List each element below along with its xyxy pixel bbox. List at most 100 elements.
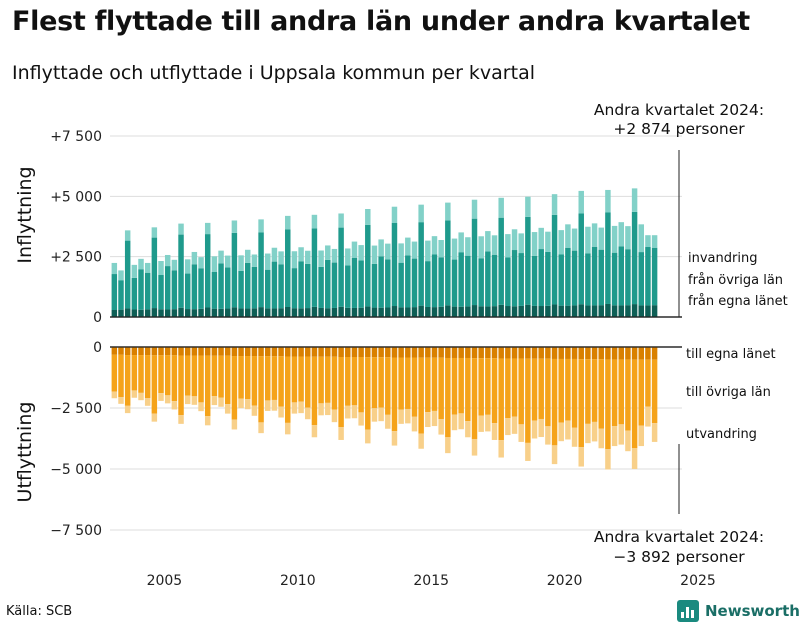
in-bar-other xyxy=(638,252,644,306)
out-bar-other xyxy=(351,357,358,406)
in-bar-local xyxy=(365,306,371,317)
in-bar-migration xyxy=(525,196,531,217)
in-bar-other xyxy=(118,280,124,310)
in-bar-local xyxy=(491,306,498,317)
in-bar-migration xyxy=(591,223,598,247)
out-bar-other xyxy=(378,357,384,408)
in-bar-migration xyxy=(538,227,544,250)
out-bar-migration xyxy=(631,448,638,469)
in-bar-migration xyxy=(571,228,578,251)
in-bar-local xyxy=(511,306,518,317)
in-bar-local xyxy=(505,306,511,317)
in-bar-other xyxy=(138,269,144,310)
out-bar-local xyxy=(345,347,351,357)
brand-logo[interactable]: Newsworthy xyxy=(677,598,800,624)
out-bar-migration xyxy=(224,404,231,414)
in-bar-local xyxy=(551,304,558,317)
out-bar-other xyxy=(111,354,118,392)
in-bar-migration xyxy=(331,248,338,263)
out-bar-other xyxy=(531,358,538,421)
in-bar-local xyxy=(345,307,351,317)
in-bar-other xyxy=(258,232,264,308)
in-bar-migration xyxy=(558,230,564,255)
out-bar-other xyxy=(605,359,611,450)
out-bar-other xyxy=(458,357,464,414)
out-bar-migration xyxy=(385,414,391,429)
out-bar-migration xyxy=(331,409,338,423)
in-bar-other xyxy=(605,212,611,304)
in-bar-other xyxy=(211,271,218,309)
in-bar-local xyxy=(478,306,484,317)
in-bar-migration xyxy=(191,251,198,265)
in-bar-migration xyxy=(305,250,311,264)
in-bar-migration xyxy=(445,202,451,221)
in-bar-other xyxy=(478,258,484,307)
out-bar-migration xyxy=(298,401,304,414)
out-bar-migration xyxy=(311,425,318,438)
in-bar-local xyxy=(438,306,444,317)
out-bar-migration xyxy=(391,431,398,446)
in-bar-local xyxy=(171,309,178,317)
out-bar-migration xyxy=(231,419,238,430)
in-bar-local xyxy=(605,303,611,317)
in-bar-local xyxy=(358,307,364,317)
in-bar-local xyxy=(405,307,411,317)
out-bar-local xyxy=(531,347,538,359)
out-bar-migration xyxy=(365,429,371,444)
in-bar-other xyxy=(585,253,591,306)
out-bar-migration xyxy=(531,420,538,439)
out-bar-local xyxy=(651,347,658,360)
out-bar-local xyxy=(331,347,338,357)
out-bar-migration xyxy=(191,396,198,405)
in-bar-other xyxy=(618,246,624,306)
out-bar-other xyxy=(445,357,451,438)
in-bar-local xyxy=(585,305,591,317)
in-bar-local xyxy=(285,306,291,317)
in-bar-local xyxy=(385,307,391,317)
top-y-tick-label: +7 500 xyxy=(50,129,102,145)
in-bar-local xyxy=(611,305,618,317)
out-bar-migration xyxy=(285,422,291,435)
in-bar-other xyxy=(418,222,424,306)
in-bar-local xyxy=(645,305,651,317)
x-tick-label: 2025 xyxy=(680,573,716,589)
in-bar-local xyxy=(338,306,344,317)
in-bar-migration xyxy=(545,231,551,252)
in-bar-local xyxy=(318,307,324,317)
out-bar-local xyxy=(204,347,211,356)
in-bar-local xyxy=(265,308,271,317)
in-bar-local xyxy=(558,305,564,317)
out-bar-local xyxy=(291,347,298,357)
out-bar-migration xyxy=(111,391,118,399)
out-bar-migration xyxy=(571,427,578,447)
out-bar-local xyxy=(491,347,498,359)
out-bar-local xyxy=(618,347,624,360)
out-bar-migration xyxy=(371,408,378,422)
in-bar-migration xyxy=(338,213,344,228)
bottom-y-tick-label: −2 500 xyxy=(50,401,102,417)
in-bar-local xyxy=(531,305,538,317)
out-bar-migration xyxy=(598,428,604,449)
out-bar-local xyxy=(418,347,424,358)
out-bar-migration xyxy=(318,403,324,416)
out-bar-local xyxy=(118,347,124,355)
out-bar-local xyxy=(411,347,418,358)
out-bar-local xyxy=(325,347,331,357)
in-bar-local xyxy=(151,308,158,317)
out-bar-migration xyxy=(591,421,598,442)
out-bar-local xyxy=(111,347,118,355)
in-bar-other xyxy=(371,263,378,308)
in-bar-migration xyxy=(111,262,118,275)
in-bar-migration xyxy=(271,247,278,262)
in-bar-migration xyxy=(138,258,144,270)
out-bar-other xyxy=(285,356,291,423)
out-bar-other xyxy=(545,358,551,427)
out-bar-other xyxy=(251,356,258,406)
in-bar-migration xyxy=(131,264,138,278)
out-bar-local xyxy=(585,347,591,360)
in-bar-other xyxy=(378,256,384,308)
out-bar-other xyxy=(144,355,151,399)
in-bar-other xyxy=(198,268,204,309)
out-bar-other xyxy=(238,356,244,399)
out-bar-other xyxy=(431,357,438,411)
